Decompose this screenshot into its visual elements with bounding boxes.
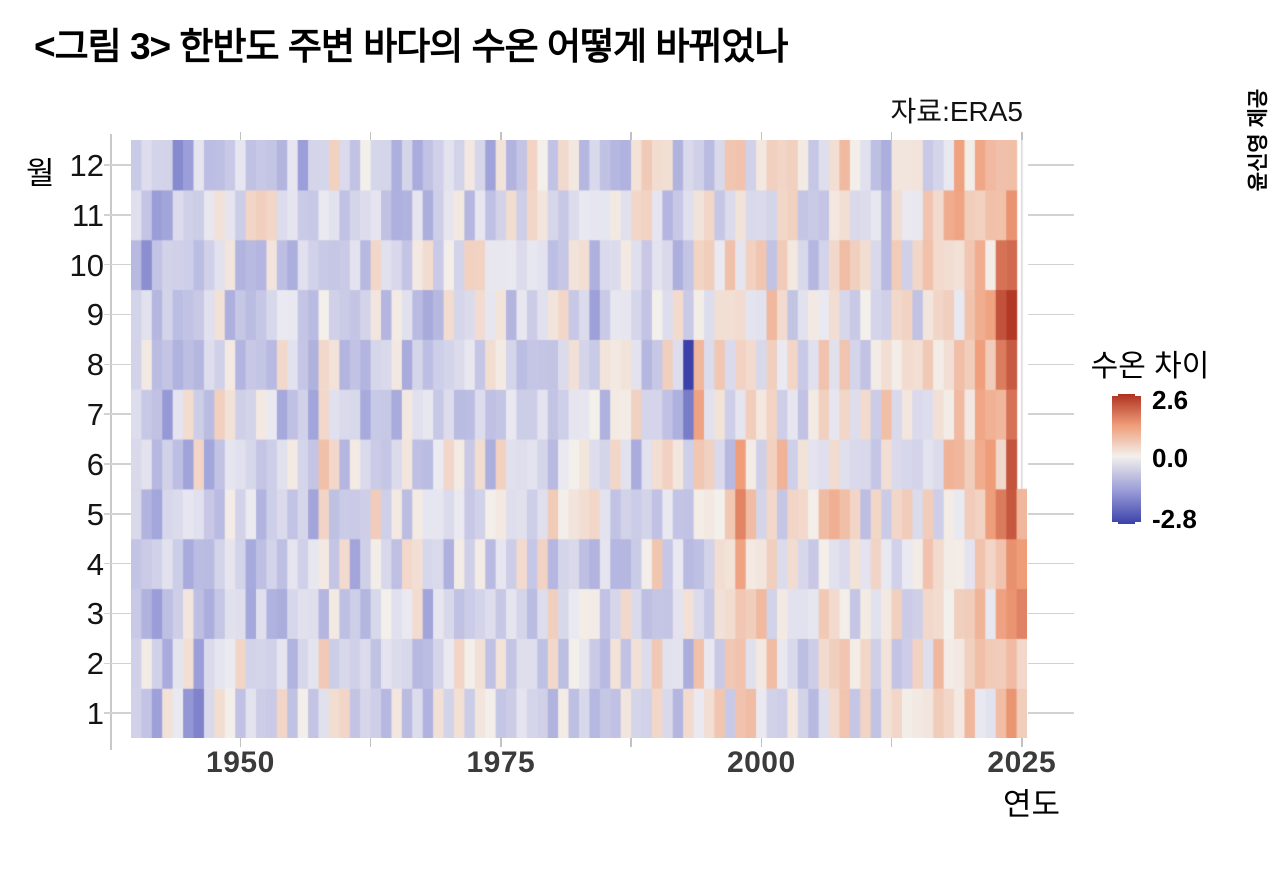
- colorbar-endcap: [1135, 522, 1141, 524]
- y-tick-label: 6: [86, 446, 104, 482]
- y-gridline-right: [1027, 463, 1074, 465]
- y-tick-label: 8: [86, 347, 104, 383]
- x-tick-bottom: [630, 738, 632, 747]
- y-gridline-left: [104, 263, 133, 266]
- y-tick-label: 12: [69, 147, 104, 183]
- colorbar-gradient: [1112, 394, 1141, 524]
- y-gridline-left: [104, 313, 133, 316]
- credit-vertical-label: 윤신영 제공: [1247, 88, 1270, 192]
- y-gridline-left: [104, 214, 133, 216]
- x-tick-top: [1021, 132, 1023, 140]
- x-tick-label: 2025: [987, 746, 1057, 779]
- x-tick-bottom: [760, 738, 763, 747]
- y-gridline-left: [104, 363, 133, 365]
- colorbar-endcap: [1135, 394, 1141, 396]
- y-gridline-right: [1027, 363, 1074, 365]
- y-gridline-right: [1027, 214, 1074, 216]
- x-tick-label: 1975: [466, 746, 536, 779]
- colorbar-endcap: [1112, 522, 1118, 524]
- y-tick-label: 7: [86, 397, 104, 433]
- x-tick-bottom: [369, 738, 372, 747]
- y-gridline-left: [104, 164, 133, 166]
- x-tick-bottom: [1021, 738, 1023, 747]
- x-axis-title: 연도: [1002, 787, 1060, 822]
- y-tick-label: 11: [71, 197, 104, 233]
- y-tick-label: 4: [86, 546, 104, 582]
- y-gridline-left: [104, 413, 133, 415]
- y-axis-title: 월: [26, 156, 55, 191]
- figure-title: <그림 3> 한반도 주변 바다의 수온 어떻게 바뀌었나: [34, 26, 789, 67]
- source-label: 자료:ERA5: [890, 96, 1023, 127]
- y-gridline-right: [1027, 413, 1074, 415]
- y-gridline-right: [1027, 513, 1074, 515]
- colorbar-max-label: 2.6: [1152, 385, 1189, 415]
- x-tick-top: [500, 132, 502, 140]
- x-tick-top: [239, 132, 242, 140]
- legend-title: 수온 차이: [1090, 350, 1210, 383]
- x-tick-label: 1950: [206, 746, 275, 779]
- y-gridline-right: [1027, 164, 1074, 166]
- y-tick-label: 10: [69, 247, 104, 283]
- y-tick-label: 3: [86, 596, 104, 632]
- x-tick-top: [630, 132, 632, 140]
- y-gridline-right: [1027, 662, 1074, 664]
- y-gridline-left: [104, 562, 133, 565]
- colorbar-zero-label: 0.0: [1152, 443, 1189, 473]
- x-tick-bottom: [500, 738, 502, 747]
- y-gridline-right: [1027, 712, 1074, 714]
- y-gridline-left: [104, 712, 133, 714]
- y-axis-line: [110, 134, 112, 750]
- colorbar-endcap: [1112, 394, 1118, 396]
- y-gridline-left: [104, 612, 133, 615]
- y-gridline-right: [1027, 313, 1074, 316]
- y-gridline-right: [1027, 263, 1074, 266]
- y-tick-label: 9: [86, 297, 104, 333]
- x-tick-top: [369, 132, 372, 140]
- x-tick-top: [890, 132, 893, 140]
- y-gridline-left: [104, 662, 133, 664]
- y-gridline-left: [104, 513, 133, 515]
- y-gridline-right: [1027, 612, 1074, 615]
- x-tick-top: [760, 132, 763, 140]
- y-tick-label: 1: [86, 696, 104, 732]
- y-tick-label: 5: [86, 496, 104, 532]
- x-tick-label: 2000: [726, 746, 796, 779]
- x-tick-bottom: [239, 738, 242, 747]
- y-gridline-right: [1027, 562, 1074, 565]
- y-tick-label: 2: [86, 646, 104, 682]
- heatmap-panel: [131, 140, 1027, 738]
- y-gridline-left: [104, 463, 133, 465]
- colorbar-min-label: -2.8: [1152, 504, 1197, 534]
- x-tick-bottom: [890, 738, 893, 747]
